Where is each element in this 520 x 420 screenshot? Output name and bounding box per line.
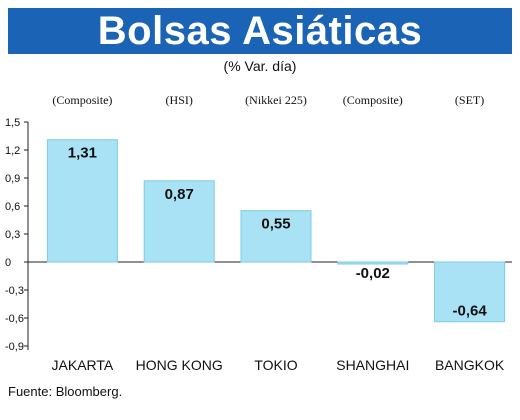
bars: [46, 139, 506, 323]
index-label: (Composite): [343, 93, 403, 107]
y-tick-label: 1,2: [5, 145, 20, 157]
bar: [337, 261, 409, 265]
labels: 1,31 (Composite) JAKARTA 0,87 (HSI) HONG KONG…: [52, 93, 505, 373]
category-label: JAKARTA: [52, 357, 114, 373]
bar: [46, 139, 118, 263]
bar-value-label: 1,31: [68, 145, 97, 162]
index-label: (HSI): [166, 93, 193, 107]
y-tick-label: -0,6: [5, 313, 24, 325]
y-tick-label: 1,5: [5, 117, 20, 129]
category-label: SHANGHAI: [336, 357, 409, 373]
category-label: HONG KONG: [136, 357, 223, 373]
index-label: (Composite): [52, 93, 112, 107]
index-label: (SET): [455, 93, 484, 107]
category-label: TOKIO: [254, 357, 297, 373]
y-tick-label: 0,3: [5, 229, 20, 241]
y-tick-label: -0,3: [5, 285, 24, 297]
bar-value-label: -0,02: [356, 265, 390, 282]
title-banner: Bolsas Asiáticas: [8, 8, 512, 54]
source-note: Fuente: Bloomberg.: [8, 384, 123, 399]
y-tick-label: 0: [5, 257, 11, 269]
bar: [434, 261, 506, 323]
bar: [240, 210, 312, 263]
y-tick-label: 0,6: [5, 201, 20, 213]
bar-value-label: 0,55: [261, 216, 290, 233]
category-label: BANGKOK: [435, 357, 505, 373]
y-tick-label: -0,9: [5, 341, 24, 353]
chart-subtitle: (% Var. día): [223, 58, 297, 74]
bar: [143, 180, 215, 263]
y-tick-label: 0,9: [5, 173, 20, 185]
chart-title: Bolsas Asiáticas: [97, 8, 423, 53]
bar-value-label: -0,64: [452, 303, 487, 320]
index-label: (Nikkei 225): [245, 93, 307, 107]
bar-value-label: 0,87: [165, 186, 194, 203]
